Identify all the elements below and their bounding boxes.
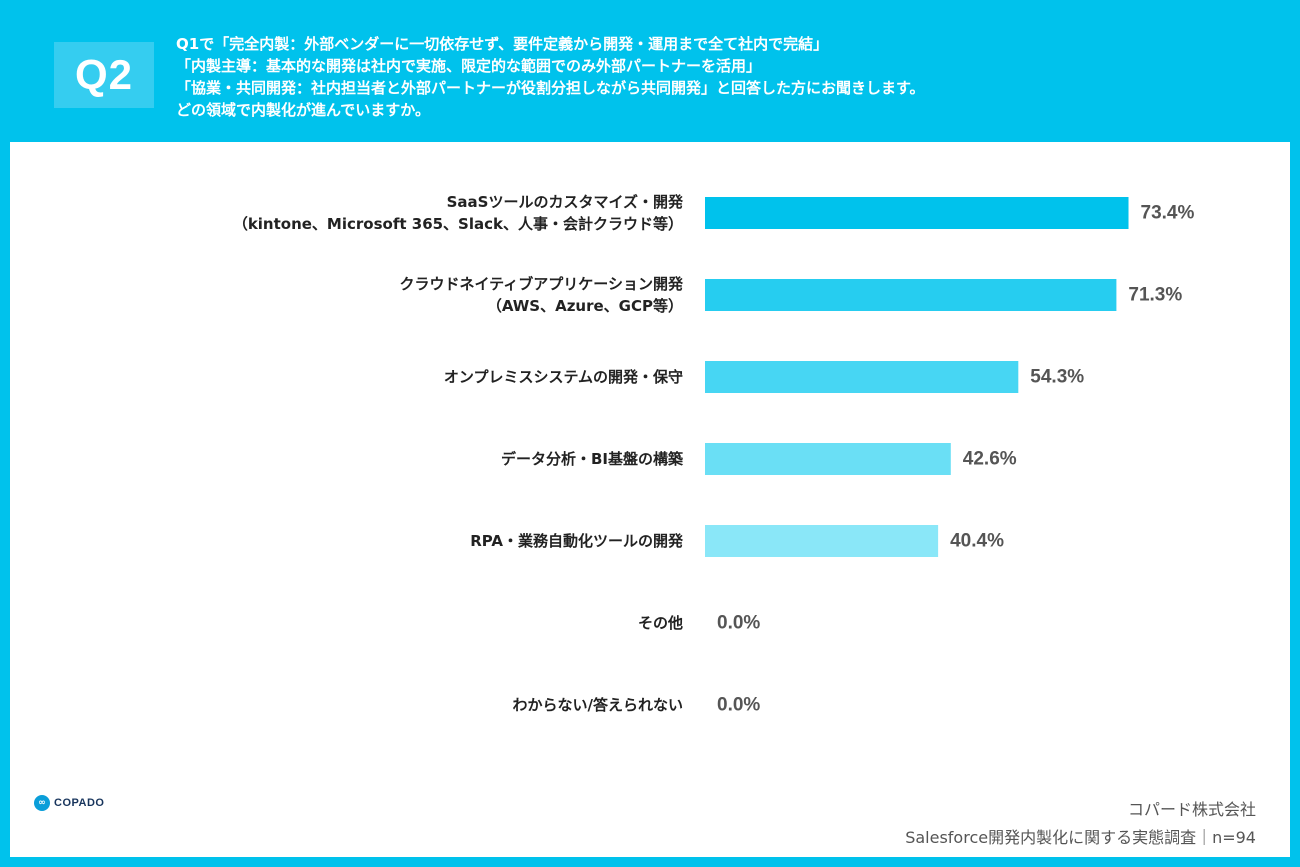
footer-survey: Salesforce開発内製化に関する実態調査｜n=94 xyxy=(905,828,1256,847)
category-label: データ分析・BI基盤の構築 xyxy=(501,450,684,468)
question-badge: Q2 xyxy=(54,42,154,108)
question-line: どの領域で内製化が進んでいますか。 xyxy=(176,101,430,119)
bar xyxy=(705,279,1117,311)
value-label: 54.3% xyxy=(1030,367,1084,388)
value-label: 42.6% xyxy=(963,449,1017,470)
category-label: RPA・業務自動化ツールの開発 xyxy=(470,532,684,550)
bar xyxy=(705,443,951,475)
value-label: 71.3% xyxy=(1128,285,1182,306)
category-label: オンプレミスシステムの開発・保守 xyxy=(444,368,683,386)
footer: コパード株式会社 Salesforce開発内製化に関する実態調査｜n=94 xyxy=(905,796,1256,852)
category-label: クラウドネイティブアプリケーション開発 xyxy=(399,275,684,293)
bar xyxy=(705,361,1019,393)
value-label: 73.4% xyxy=(1141,203,1195,224)
question-line: 「内製主導：基本的な開発は社内で実施、限定的な範囲でのみ外部パートナーを活用」 xyxy=(176,57,762,75)
value-label: 40.4% xyxy=(950,531,1004,552)
bar xyxy=(705,197,1129,229)
category-label: SaaSツールのカスタマイズ・開発 xyxy=(447,193,684,211)
value-label: 0.0% xyxy=(717,613,760,634)
category-label: （kintone、Microsoft 365、Slack、人事・会計クラウド等） xyxy=(233,215,683,233)
copado-logo-text: COPADO xyxy=(54,797,105,809)
category-label: （AWS、Azure、GCP等） xyxy=(487,297,683,315)
question-line: 「協業・共同開発：社内担当者と外部パートナーが役割分担しながら共同開発」と回答し… xyxy=(176,79,925,97)
copado-logo: ∞ COPADO xyxy=(34,795,104,811)
category-label: わからない/答えられない xyxy=(513,696,683,714)
bar xyxy=(705,525,939,557)
copado-logo-icon: ∞ xyxy=(34,795,50,811)
value-label: 0.0% xyxy=(717,695,760,716)
question-line: Q1で「完全内製：外部ベンダーに一切依存せず、要件定義から開発・運用まで全て社内… xyxy=(176,35,829,53)
category-label: その他 xyxy=(638,614,683,632)
chart-panel: SaaSツールのカスタマイズ・開発 （kintone、Microsoft 365、… xyxy=(10,142,1290,857)
question-text: Q1で「完全内製：外部ベンダーに一切依存せず、要件定義から開発・運用まで全て社内… xyxy=(176,33,1276,121)
bar-chart: SaaSツールのカスタマイズ・開発 （kintone、Microsoft 365、… xyxy=(233,193,1195,716)
footer-company: コパード株式会社 xyxy=(1127,800,1256,819)
